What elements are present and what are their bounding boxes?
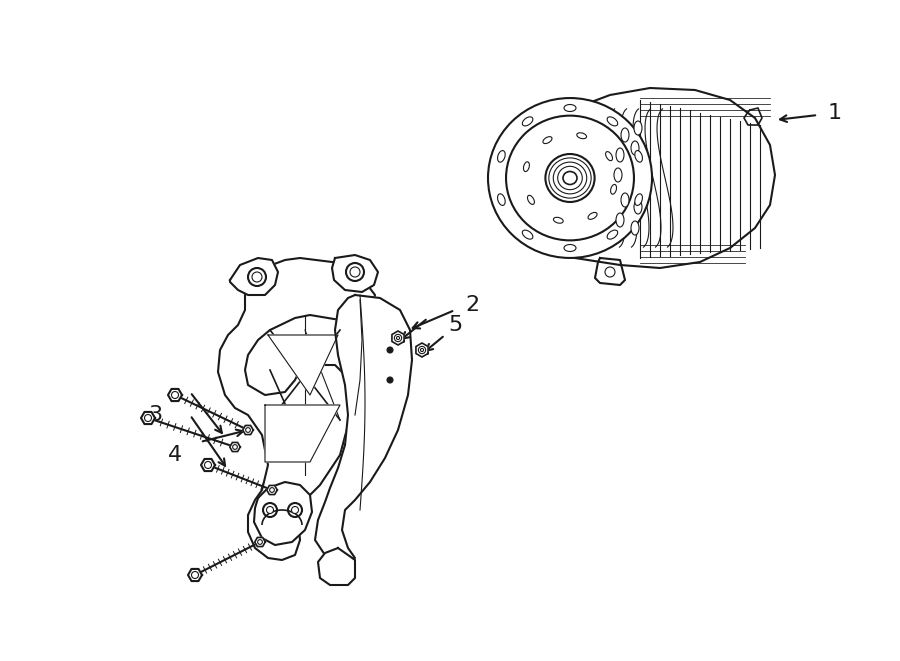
Circle shape [292, 506, 299, 514]
Ellipse shape [543, 137, 552, 143]
Circle shape [263, 503, 277, 517]
Ellipse shape [554, 217, 563, 223]
Ellipse shape [621, 128, 629, 142]
Polygon shape [254, 482, 312, 545]
Circle shape [232, 445, 238, 449]
Ellipse shape [608, 230, 617, 239]
Polygon shape [201, 459, 215, 471]
Polygon shape [266, 485, 277, 494]
Circle shape [387, 347, 393, 353]
Circle shape [418, 346, 426, 354]
Ellipse shape [631, 141, 639, 155]
Ellipse shape [631, 221, 639, 235]
Ellipse shape [498, 194, 505, 206]
Circle shape [204, 461, 212, 469]
Ellipse shape [588, 212, 597, 219]
Text: 2: 2 [465, 295, 479, 315]
Circle shape [270, 488, 274, 492]
Circle shape [257, 539, 263, 545]
Text: 4: 4 [168, 445, 182, 465]
Ellipse shape [577, 133, 587, 139]
Circle shape [350, 267, 360, 277]
Ellipse shape [488, 98, 652, 258]
Circle shape [252, 272, 262, 282]
Polygon shape [332, 255, 378, 292]
Circle shape [387, 377, 393, 383]
Ellipse shape [564, 245, 576, 251]
Circle shape [246, 428, 250, 432]
Ellipse shape [563, 171, 577, 184]
Ellipse shape [614, 168, 622, 182]
Ellipse shape [634, 121, 642, 135]
Circle shape [288, 503, 302, 517]
Text: 1: 1 [828, 103, 842, 123]
Polygon shape [315, 295, 412, 562]
Polygon shape [243, 426, 253, 434]
Ellipse shape [564, 104, 576, 112]
Polygon shape [265, 405, 340, 462]
Ellipse shape [634, 194, 643, 206]
Polygon shape [168, 389, 182, 401]
Circle shape [266, 506, 274, 514]
Ellipse shape [522, 230, 533, 239]
Ellipse shape [634, 200, 642, 214]
Ellipse shape [616, 148, 624, 162]
Circle shape [346, 263, 364, 281]
Circle shape [605, 267, 615, 277]
Polygon shape [141, 412, 155, 424]
Ellipse shape [606, 151, 613, 161]
Circle shape [172, 391, 178, 399]
Polygon shape [188, 569, 202, 581]
Polygon shape [230, 442, 240, 451]
Polygon shape [416, 343, 428, 357]
Ellipse shape [621, 193, 629, 207]
Polygon shape [230, 258, 278, 295]
Ellipse shape [634, 151, 643, 162]
Circle shape [192, 572, 199, 578]
Text: 3: 3 [148, 405, 162, 425]
Circle shape [420, 348, 424, 352]
Polygon shape [255, 537, 266, 547]
Ellipse shape [616, 213, 624, 227]
Circle shape [248, 268, 266, 286]
Circle shape [145, 414, 151, 422]
Polygon shape [318, 548, 355, 585]
Text: 5: 5 [448, 315, 462, 335]
Ellipse shape [527, 196, 535, 204]
Ellipse shape [545, 154, 595, 202]
Polygon shape [268, 335, 338, 395]
Ellipse shape [610, 184, 616, 194]
Polygon shape [218, 258, 375, 560]
Ellipse shape [498, 151, 505, 162]
Ellipse shape [524, 162, 529, 172]
Ellipse shape [522, 117, 533, 126]
Polygon shape [392, 331, 404, 345]
Ellipse shape [608, 117, 617, 126]
Circle shape [394, 334, 401, 342]
Circle shape [397, 336, 400, 340]
Ellipse shape [506, 116, 634, 241]
